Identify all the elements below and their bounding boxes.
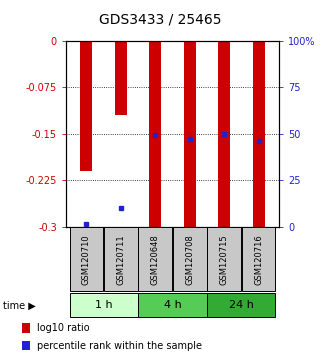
Bar <box>138 227 172 291</box>
Text: GSM120648: GSM120648 <box>151 234 160 285</box>
Text: GSM120711: GSM120711 <box>117 234 126 285</box>
Bar <box>70 293 138 317</box>
Bar <box>173 227 207 291</box>
Bar <box>22 341 30 350</box>
Text: 24 h: 24 h <box>229 300 254 310</box>
Text: GSM120710: GSM120710 <box>82 234 91 285</box>
Bar <box>81 41 92 171</box>
Text: percentile rank within the sample: percentile rank within the sample <box>37 341 202 350</box>
Text: 1 h: 1 h <box>95 300 112 310</box>
Bar <box>138 293 207 317</box>
Bar <box>207 293 275 317</box>
Bar <box>207 227 241 291</box>
Text: GDS3433 / 25465: GDS3433 / 25465 <box>99 12 222 27</box>
Text: GSM120716: GSM120716 <box>254 234 263 285</box>
Bar <box>70 227 103 291</box>
Text: time ▶: time ▶ <box>3 300 36 310</box>
Bar <box>22 323 30 333</box>
Text: log10 ratio: log10 ratio <box>37 323 90 333</box>
Text: 4 h: 4 h <box>164 300 181 310</box>
Bar <box>115 41 127 115</box>
Text: GSM120708: GSM120708 <box>185 234 194 285</box>
Bar <box>104 227 138 291</box>
Bar <box>242 227 275 291</box>
Bar <box>149 41 161 227</box>
Bar <box>218 41 230 227</box>
Bar <box>253 41 265 227</box>
Text: GSM120715: GSM120715 <box>220 234 229 285</box>
Bar <box>184 41 196 227</box>
